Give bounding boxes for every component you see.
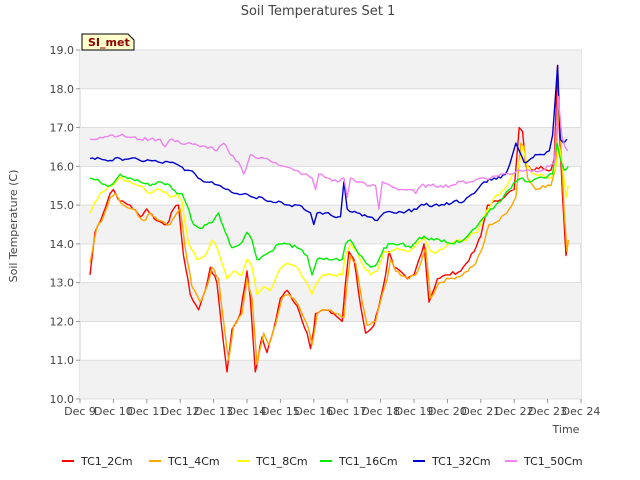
series-line-TC1_16Cm bbox=[89, 142, 569, 276]
x-tick-label: Dec 13 bbox=[194, 405, 233, 418]
x-tick-label: Dec 17 bbox=[328, 405, 367, 418]
y-tick-label: 12.0 bbox=[50, 315, 75, 328]
y-axis-ticks: 10.0 11.0 12.0 13.0 14.0 15.0 16.0 17.0 18.0 19.0 bbox=[50, 44, 80, 406]
series-lines bbox=[89, 64, 569, 373]
x-tick-label: Dec 10 bbox=[94, 405, 133, 418]
x-tick-label: Dec 21 bbox=[461, 405, 500, 418]
grid-band bbox=[80, 205, 581, 244]
legend-item: TC1_50Cm bbox=[505, 455, 583, 468]
site-badge-box bbox=[81, 33, 135, 51]
x-tick-label: Dec 24 bbox=[562, 405, 601, 418]
legend-label: TC1_2Cm bbox=[80, 455, 133, 468]
legend-label: TC1_50Cm bbox=[523, 455, 583, 468]
legend-label: TC1_4Cm bbox=[167, 455, 220, 468]
grid-band bbox=[80, 360, 581, 399]
y-tick-label: 14.0 bbox=[50, 238, 75, 251]
legend-item: TC1_4Cm bbox=[149, 455, 220, 468]
legend: TC1_2Cm TC1_4Cm TC1_8Cm TC1_16Cm TC1_32Cm TC1… bbox=[62, 455, 583, 468]
x-tick-label: Dec 14 bbox=[228, 405, 267, 418]
x-tick-label: Dec 16 bbox=[294, 405, 333, 418]
gridlines bbox=[80, 49, 581, 400]
series-line-TC1_8Cm bbox=[89, 146, 569, 295]
x-tick-label: Dec 20 bbox=[428, 405, 467, 418]
y-tick-label: 10.0 bbox=[50, 393, 75, 406]
x-tick-label: Dec 18 bbox=[361, 405, 400, 418]
grid-bands bbox=[80, 50, 581, 399]
x-tick-label: Dec 15 bbox=[261, 405, 300, 418]
legend-label: TC1_32Cm bbox=[431, 455, 491, 468]
y-axis-label: Soil Temperature (C) bbox=[7, 170, 20, 283]
site-badge-label: SI_met bbox=[88, 36, 130, 49]
y-tick-label: 13.0 bbox=[50, 277, 75, 290]
x-tick-label: Dec 22 bbox=[495, 405, 534, 418]
y-tick-label: 15.0 bbox=[50, 199, 75, 212]
legend-item: TC1_8Cm bbox=[237, 455, 308, 468]
series-line-TC1_50Cm bbox=[89, 95, 569, 210]
legend-label: TC1_8Cm bbox=[255, 455, 308, 468]
x-tick-label: Dec 23 bbox=[528, 405, 567, 418]
legend-item: TC1_16Cm bbox=[320, 455, 398, 468]
y-tick-label: 16.0 bbox=[50, 160, 75, 173]
grid-band bbox=[80, 282, 581, 322]
y-tick-label: 18.0 bbox=[50, 83, 75, 96]
grid-band bbox=[80, 50, 581, 89]
y-tick-label: 19.0 bbox=[50, 44, 75, 57]
legend-label: TC1_16Cm bbox=[338, 455, 398, 468]
y-tick-label: 17.0 bbox=[50, 122, 75, 135]
site-badge: SI_met bbox=[81, 33, 135, 51]
legend-item: TC1_2Cm bbox=[62, 455, 133, 468]
chart-title: Soil Temperatures Set 1 bbox=[241, 4, 396, 19]
x-tick-label: Dec 19 bbox=[395, 405, 434, 418]
x-tick-label: Dec 11 bbox=[127, 405, 166, 418]
x-tick-label: Dec 9 bbox=[64, 405, 96, 418]
legend-item: TC1_32Cm bbox=[413, 455, 491, 468]
x-axis-label: Time bbox=[552, 423, 580, 436]
series-line-TC1_4Cm bbox=[89, 103, 569, 365]
grid-band bbox=[80, 127, 581, 167]
y-tick-label: 11.0 bbox=[50, 354, 75, 367]
x-tick-label: Dec 12 bbox=[161, 405, 200, 418]
